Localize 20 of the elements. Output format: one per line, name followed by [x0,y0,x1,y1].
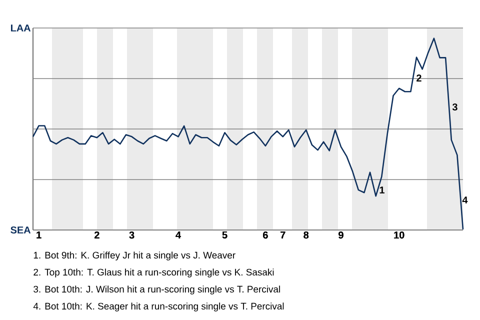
x-tick-label: 2 [94,232,100,238]
annotation: 4 [462,196,468,204]
x-tick-label: 10 [394,232,404,239]
x-tick-label: 7 [280,232,286,238]
x-tick-label: 8 [304,232,309,239]
annotation: 1 [380,186,384,194]
x-tick-label: 1 [36,232,42,238]
x-tick-label: 3 [129,232,134,239]
x-tick-label: 9 [338,232,344,239]
annotation: 3 [452,103,458,111]
annotation: 2 [416,74,422,82]
x-tick-label: 6 [263,232,268,239]
ref-line-label: SEA [10,226,31,234]
text: 1. Bot 9th: K. Griffey Jr hit a single vs J. Weaver [34,252,236,260]
text: 4. Bot 10th: K. Seager hit a run-scoring single vs T. Percival [33,302,284,312]
x-tick-label: 5 [222,232,228,238]
x-tick-label: 4 [176,232,181,238]
text: 3. Bot 10th: J. Wilson hit a run-scoring single vs T. Percival [34,286,280,294]
ref-line-label: LAA [11,24,31,32]
text: 2. Top 10th: T. Glaus hit a run-scoring single vs K. Sasaki [34,268,274,278]
